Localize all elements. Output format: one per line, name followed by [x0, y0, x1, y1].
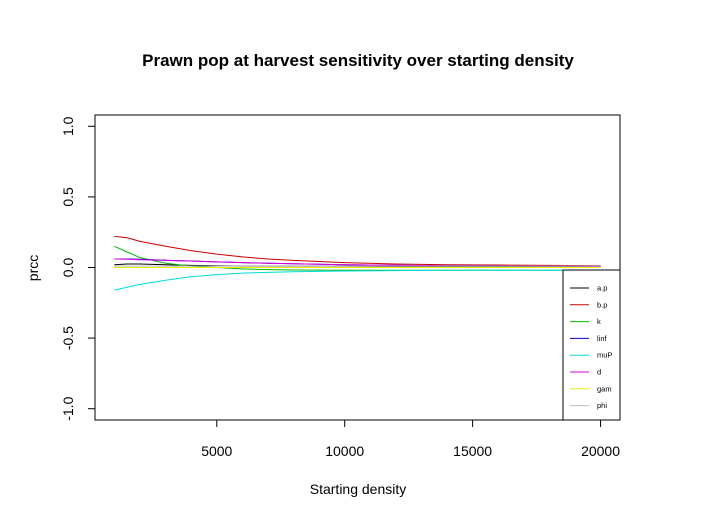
series-line-b-p: [114, 235, 601, 267]
legend-label: k: [597, 317, 601, 326]
legend-box: [562, 269, 621, 421]
y-tick-label: 1.0: [60, 116, 76, 136]
legend-label: gam: [597, 384, 612, 393]
y-axis: -1.0 -0.5 0.0 0.5 1.0: [60, 116, 96, 421]
series-group: [114, 235, 601, 291]
x-axis: 5000 10000 15000 20000: [201, 419, 620, 459]
x-tick-label: 5000: [201, 443, 232, 459]
legend-label: muP: [597, 351, 612, 360]
legend-label: b.p: [597, 300, 607, 309]
x-tick-label: 20000: [581, 443, 620, 459]
x-tick-label: 15000: [453, 443, 492, 459]
legend: a.p b.p k linf muP d gam phi: [562, 269, 621, 421]
y-tick-label: -0.5: [60, 326, 76, 350]
x-tick-label: 10000: [325, 443, 364, 459]
y-axis-label: prcc: [25, 255, 41, 281]
legend-label: a.p: [597, 284, 607, 293]
chart-title: Prawn pop at harvest sensitivity over st…: [142, 51, 574, 70]
y-tick-label: 0.0: [60, 258, 76, 278]
x-axis-label: Starting density: [310, 481, 407, 497]
legend-label: linf: [597, 334, 608, 343]
legend-label: phi: [597, 401, 607, 410]
y-tick-label: 0.5: [60, 187, 76, 207]
legend-label: d: [597, 368, 601, 377]
y-tick-label: -1.0: [60, 396, 76, 420]
series-line-muP: [114, 269, 601, 291]
